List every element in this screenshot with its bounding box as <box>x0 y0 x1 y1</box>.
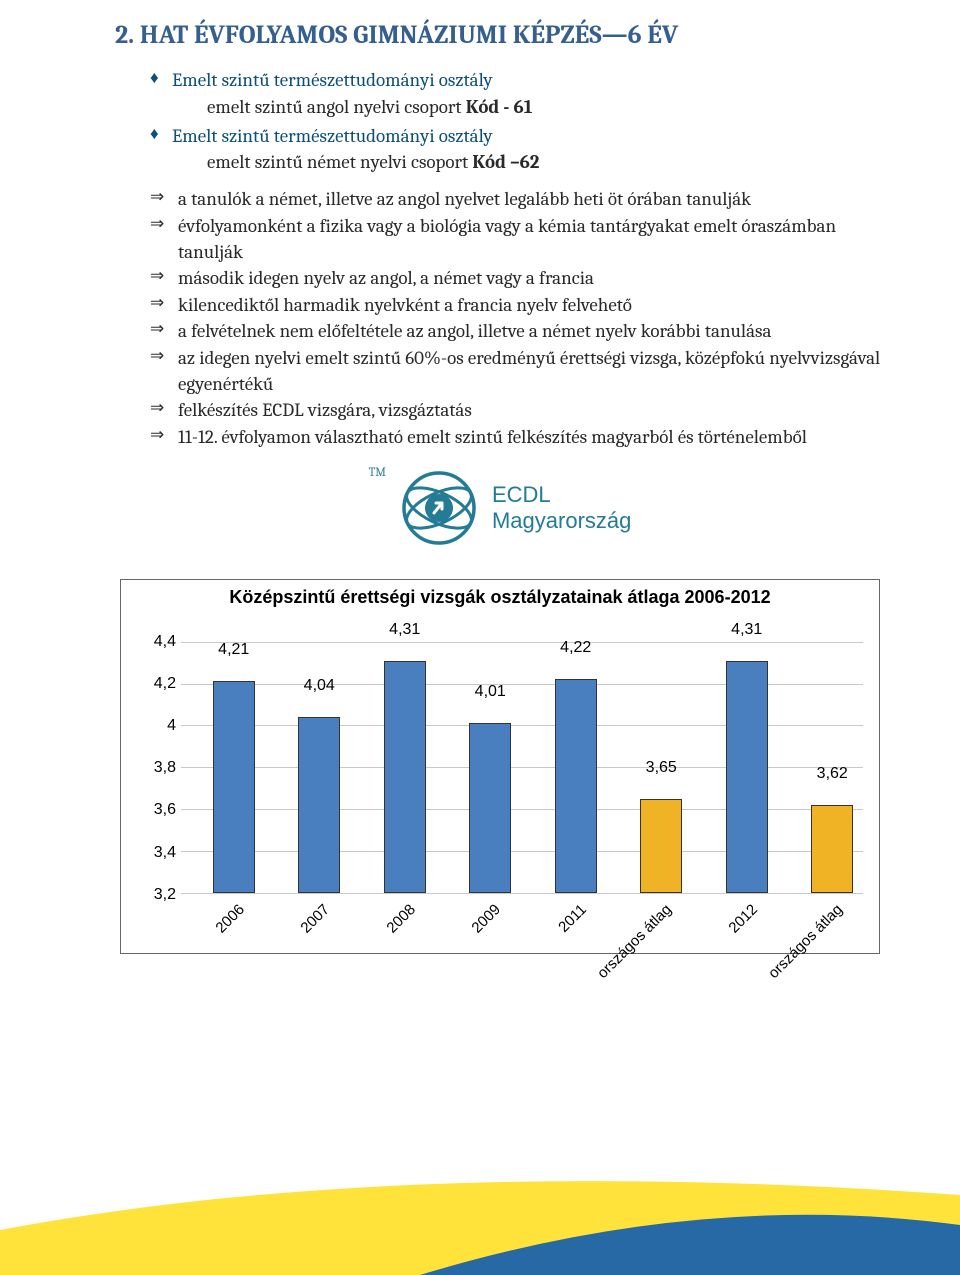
chart-bar <box>384 661 426 893</box>
arrow-icon: ⇒ <box>150 425 178 448</box>
y-axis-label: 3,4 <box>126 844 176 862</box>
arrow-list: ⇒a tanulók a német, illetve az angol nye… <box>150 187 885 450</box>
arrow-text: 11-12. évfolyamon választható emelt szin… <box>178 425 807 451</box>
bar-value-label: 3,62 <box>817 765 848 785</box>
section-heading: 2. HAT ÉVFOLYAMOS GIMNÁZIUMI KÉPZÉS—6 ÉV <box>115 20 885 50</box>
x-axis-label: 2011 <box>555 901 590 936</box>
arrow-item: ⇒a tanulók a német, illetve az angol nye… <box>150 187 885 213</box>
grid-line <box>181 642 863 643</box>
bar-value-label: 4,22 <box>560 639 591 659</box>
chart-title: Középszintű érettségi vizsgák osztályzat… <box>121 586 879 609</box>
chart-bar <box>811 805 853 893</box>
x-axis-label: 2007 <box>298 901 334 937</box>
heading-number: 2. <box>115 20 134 50</box>
x-axis-label: 2012 <box>725 901 761 937</box>
arrow-icon: ⇒ <box>150 214 178 237</box>
y-axis-label: 3,2 <box>126 886 176 904</box>
y-axis-label: 3,8 <box>126 759 176 777</box>
arrow-icon: ⇒ <box>150 187 178 210</box>
bar-chart: Középszintű érettségi vizsgák osztályzat… <box>120 579 880 954</box>
arrow-icon: ⇒ <box>150 319 178 342</box>
bullet-item: ♦ Emelt szintű természettudományi osztál… <box>150 68 885 94</box>
y-axis-label: 4,4 <box>126 633 176 651</box>
y-axis-label: 3,6 <box>126 801 176 819</box>
arrow-text: második idegen nyelv az angol, a német v… <box>178 266 594 292</box>
y-axis-label: 4,2 <box>126 675 176 693</box>
arrow-item: ⇒második idegen nyelv az angol, a német … <box>150 266 885 292</box>
chart-plot-area: 4,214,044,314,014,223,654,313,62 <box>181 642 863 893</box>
x-axis-label: 2006 <box>212 901 248 937</box>
decorative-curve <box>0 1135 960 1275</box>
bullet-main: Emelt szintű természettudományi osztály <box>172 68 493 94</box>
chart-bar <box>298 717 340 893</box>
x-axis-label: országos átlag <box>765 901 846 982</box>
arrow-item: ⇒felkészítés ECDL vizsgára, vizsgáztatás <box>150 398 885 424</box>
bullet-sub: emelt szintű német nyelvi csoport Kód –6… <box>207 151 885 173</box>
logo-line1: ECDL <box>492 482 631 507</box>
ecdl-logo-text: ECDL Magyarország <box>492 482 631 533</box>
chart-bar <box>555 679 597 892</box>
chart-bar <box>726 661 768 893</box>
logo-line2: Magyarország <box>492 508 631 533</box>
bullet-main: Emelt szintű természettudományi osztály <box>172 124 493 150</box>
arrow-item: ⇒kilencediktől harmadik nyelvként a fran… <box>150 293 885 319</box>
bar-value-label: 4,01 <box>475 683 506 703</box>
bullet-item: ♦ Emelt szintű természettudományi osztál… <box>150 124 885 150</box>
bar-value-label: 4,31 <box>389 621 420 641</box>
chart-bar <box>469 723 511 892</box>
arrow-text: a tanulók a német, illetve az angol nyel… <box>178 187 751 213</box>
arrow-icon: ⇒ <box>150 266 178 289</box>
chart-bar <box>213 681 255 892</box>
globe-arrow-icon <box>398 467 480 549</box>
ecdl-logo-block: TM ECDL Magyarország <box>115 467 885 549</box>
arrow-text: kilencediktől harmadik nyelvként a franc… <box>178 293 632 319</box>
bar-value-label: 4,04 <box>304 677 335 697</box>
arrow-text: a felvételnek nem előfeltétele az angol,… <box>178 319 771 345</box>
x-axis-label: országos átlag <box>594 901 675 982</box>
bar-value-label: 4,31 <box>731 621 762 641</box>
chart-bar <box>640 799 682 893</box>
arrow-icon: ⇒ <box>150 398 178 421</box>
arrow-icon: ⇒ <box>150 346 178 369</box>
diamond-icon: ♦ <box>150 124 172 147</box>
arrow-icon: ⇒ <box>150 293 178 316</box>
grid-line <box>181 893 863 894</box>
blue-bullet-list: ♦ Emelt szintű természettudományi osztál… <box>150 68 885 173</box>
arrow-text: az idegen nyelvi emelt szintű 60%-os ere… <box>178 346 885 397</box>
bar-value-label: 3,65 <box>646 759 677 779</box>
tm-label: TM <box>369 465 386 479</box>
x-axis-label: 2009 <box>469 901 505 937</box>
x-axis-label: 2008 <box>383 901 419 937</box>
bar-value-label: 4,21 <box>218 641 249 661</box>
y-axis-label: 4 <box>126 717 176 735</box>
arrow-text: felkészítés ECDL vizsgára, vizsgáztatás <box>178 398 472 424</box>
arrow-item: ⇒11-12. évfolyamon választható emelt szi… <box>150 425 885 451</box>
heading-text: HAT ÉVFOLYAMOS GIMNÁZIUMI KÉPZÉS—6 ÉV <box>140 20 678 50</box>
arrow-item: ⇒az idegen nyelvi emelt szintű 60%-os er… <box>150 346 885 397</box>
arrow-item: ⇒a felvételnek nem előfeltétele az angol… <box>150 319 885 345</box>
bullet-sub: emelt szintű angol nyelvi csoport Kód - … <box>207 96 885 118</box>
diamond-icon: ♦ <box>150 68 172 91</box>
arrow-item: ⇒évfolyamonként a fizika vagy a biológia… <box>150 214 885 265</box>
arrow-text: évfolyamonként a fizika vagy a biológia … <box>178 214 885 265</box>
